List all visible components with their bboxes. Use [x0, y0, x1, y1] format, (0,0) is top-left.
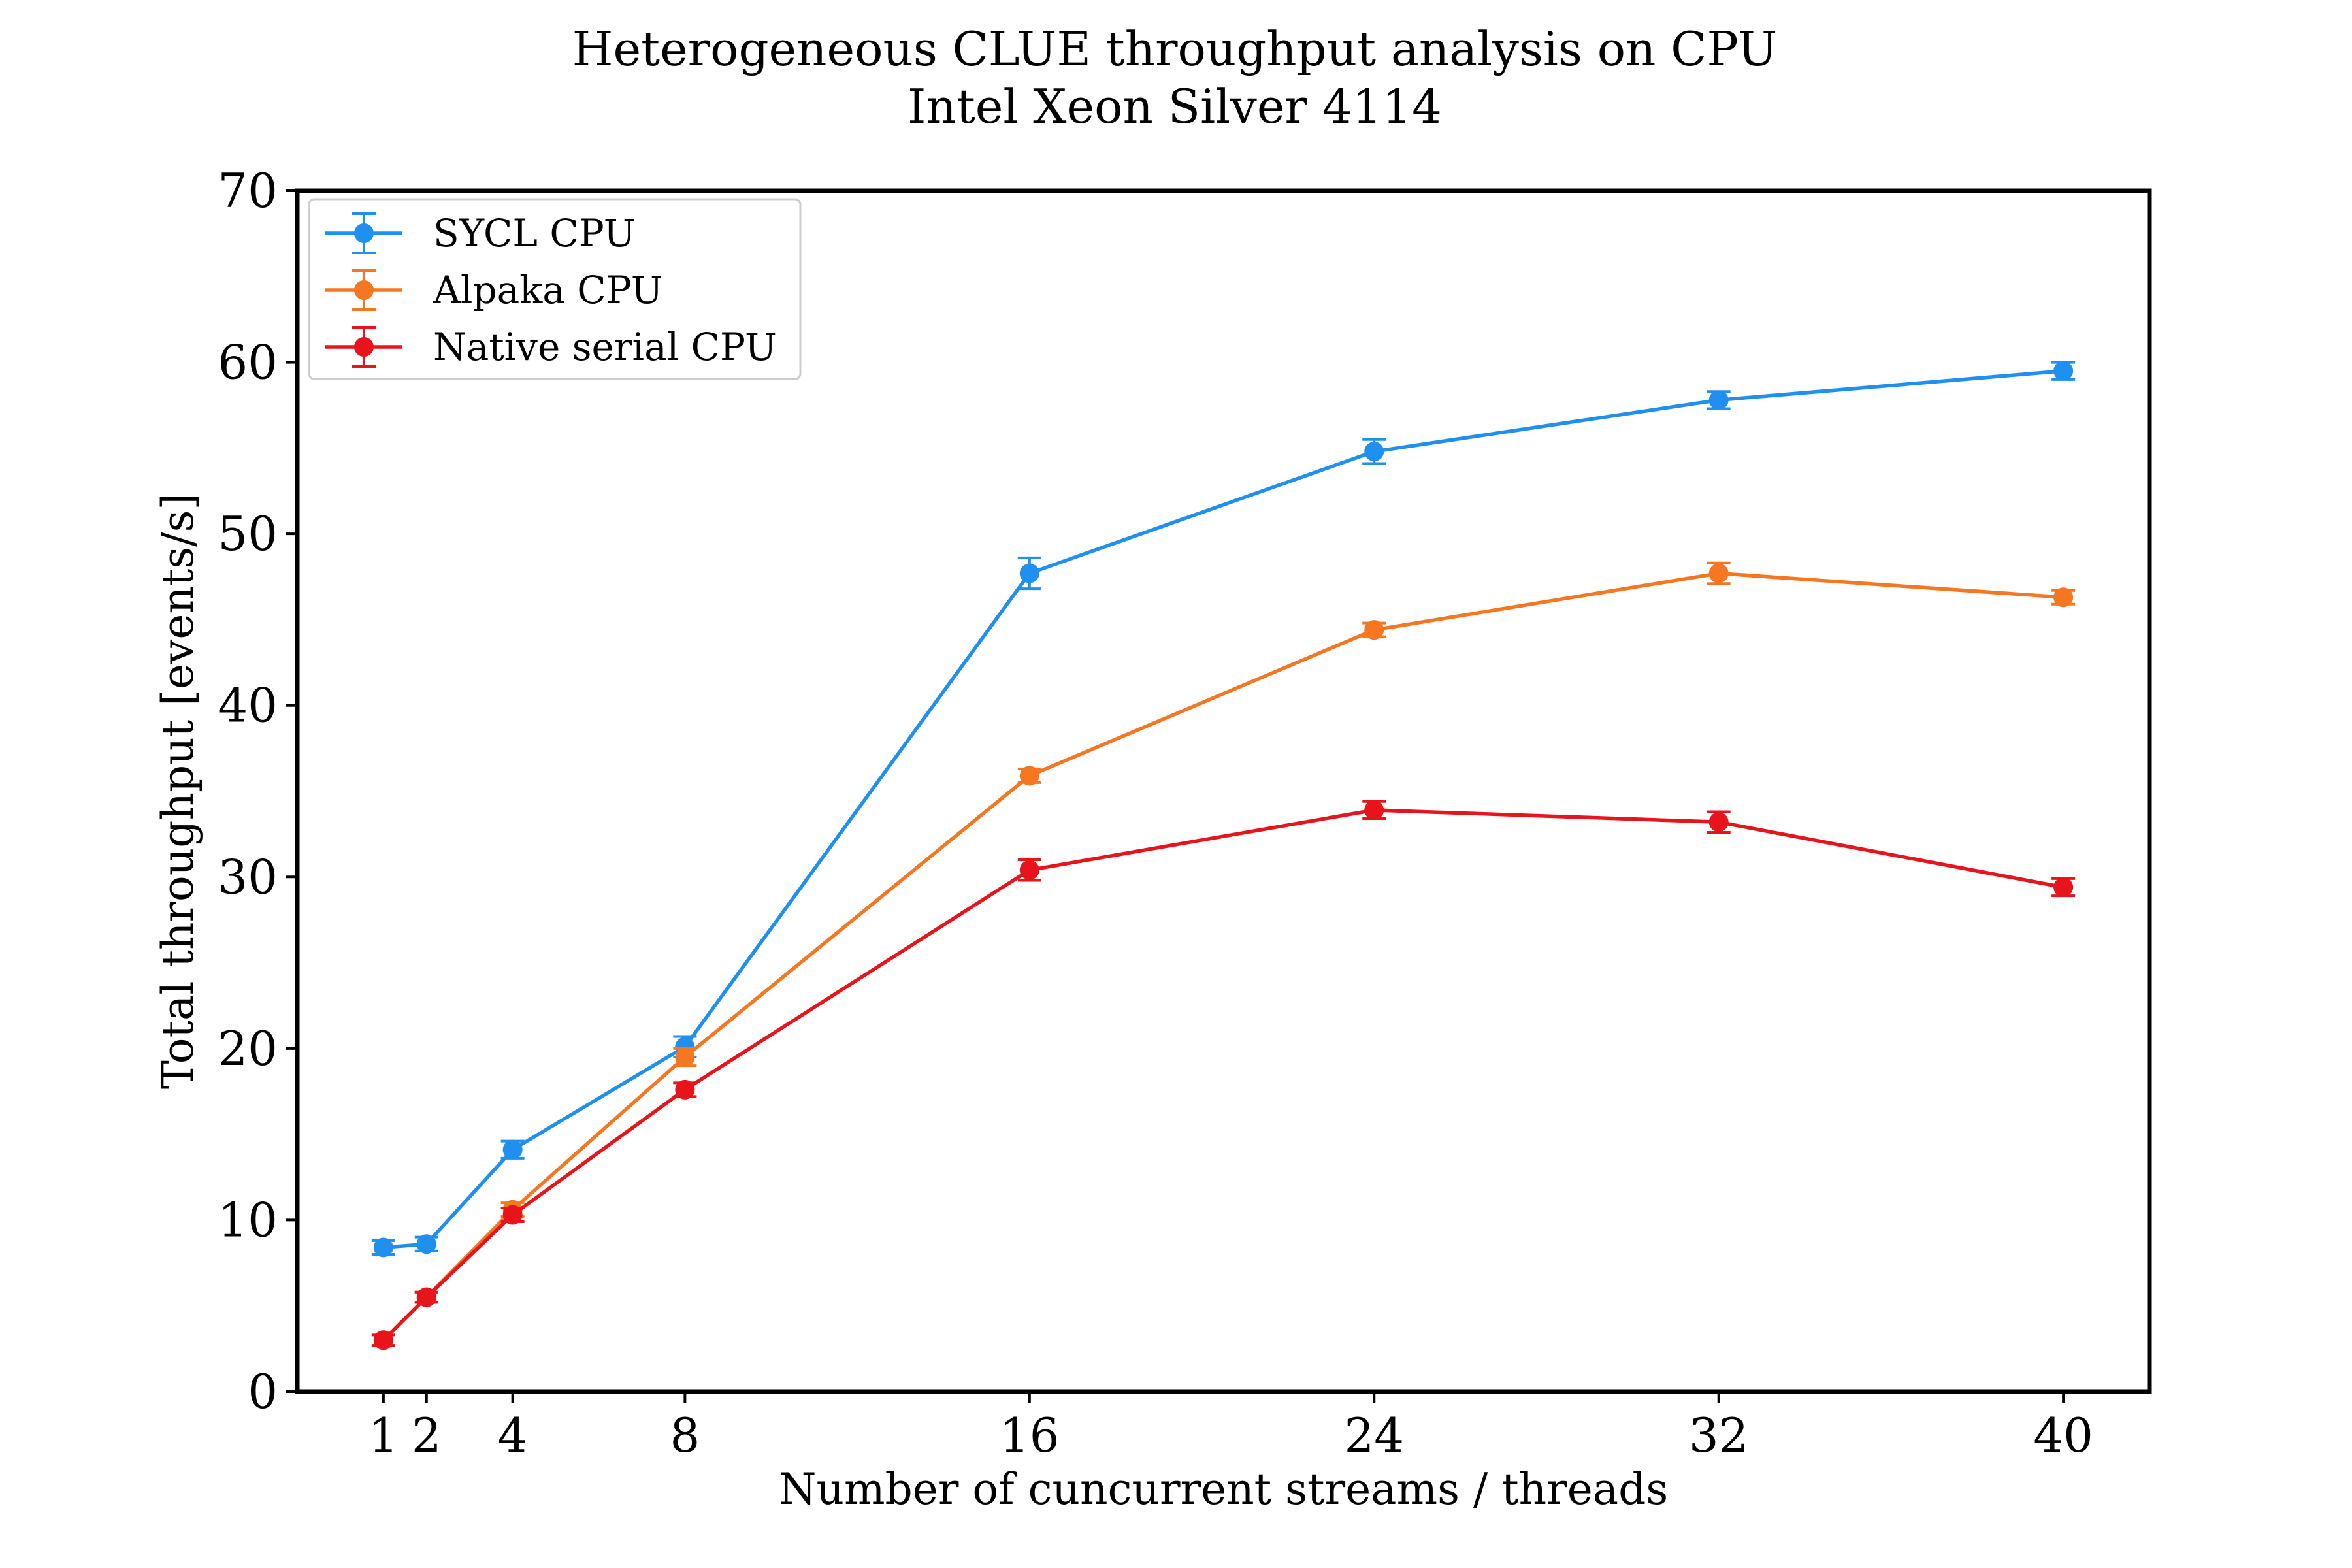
legend-label: SYCL CPU	[433, 211, 636, 255]
plot-area	[371, 361, 2076, 1350]
data-point	[1708, 563, 1729, 583]
x-tick-label: 24	[1344, 1408, 1404, 1463]
data-point	[1019, 563, 1039, 583]
series-2	[371, 800, 2076, 1350]
data-point	[1019, 860, 1039, 880]
data-point	[2053, 361, 2074, 381]
data-point	[502, 1139, 523, 1160]
series-1	[371, 561, 2076, 1350]
data-point	[373, 1330, 393, 1350]
data-point	[1364, 800, 1384, 820]
legend-marker	[354, 337, 374, 357]
data-point	[2053, 877, 2074, 898]
x-tick-label: 1	[368, 1408, 399, 1463]
data-point	[1708, 812, 1729, 832]
y-tick-label: 0	[248, 1364, 278, 1419]
y-tick-label: 70	[218, 163, 278, 218]
data-point	[1364, 620, 1384, 640]
x-tick-label: 2	[412, 1408, 442, 1463]
data-point	[416, 1234, 436, 1254]
data-point	[1019, 766, 1039, 786]
x-tick-label: 40	[2033, 1408, 2093, 1463]
chart-subtitle: Intel Xeon Silver 4114	[907, 79, 1442, 134]
x-tick-label: 32	[1689, 1408, 1749, 1463]
x-tick-label: 4	[498, 1408, 528, 1463]
y-tick-label: 50	[218, 506, 278, 561]
data-point	[1364, 442, 1384, 462]
y-tick-label: 30	[218, 849, 278, 904]
series-line	[382, 808, 2064, 1342]
data-point	[502, 1205, 523, 1225]
data-point	[1708, 390, 1729, 410]
data-point	[373, 1237, 393, 1258]
y-tick-label: 10	[218, 1192, 278, 1247]
y-tick-label: 40	[218, 678, 278, 733]
legend: SYCL CPU Alpaka CPU Native serial CPU	[308, 198, 802, 380]
x-tick-label: 16	[1000, 1408, 1060, 1463]
series-line	[383, 368, 2064, 1250]
y-tick-label: 20	[218, 1021, 278, 1076]
x-axis-label: Number of cuncurrent streams / threads	[779, 1464, 1669, 1514]
data-point	[675, 1047, 695, 1067]
data-point	[675, 1079, 695, 1100]
legend-marker	[354, 223, 374, 243]
series-line	[382, 571, 2064, 1342]
legend-label: Native serial CPU	[433, 325, 777, 369]
plot-frame	[295, 188, 2152, 1394]
legend-marker	[354, 280, 374, 300]
legend-label: Alpaka CPU	[433, 268, 663, 312]
y-tick-label: 60	[218, 335, 278, 390]
data-point	[416, 1287, 436, 1307]
chart-title: Heterogeneous CLUE throughput analysis o…	[572, 22, 1778, 76]
y-axis-label: Total throughput [events/s]	[153, 493, 203, 1089]
data-point	[2053, 587, 2074, 608]
legend-box	[308, 198, 802, 380]
series-0	[371, 361, 2076, 1258]
x-tick-label: 8	[670, 1408, 700, 1463]
